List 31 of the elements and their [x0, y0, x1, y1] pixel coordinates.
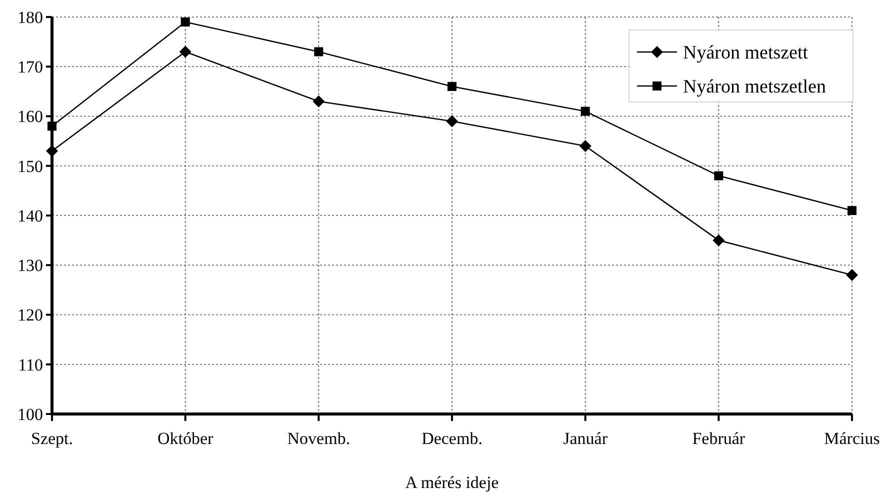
point — [180, 17, 190, 26]
legend-label: Nyáron metszetlen — [683, 76, 826, 98]
point — [579, 140, 592, 152]
point — [714, 171, 724, 180]
point — [846, 269, 858, 282]
point — [580, 106, 590, 116]
y-tick-label: 140 — [18, 206, 43, 226]
y-tick-label: 170 — [18, 58, 43, 77]
point — [312, 95, 325, 108]
x-tick-label: Novemb. — [287, 429, 350, 448]
x-tick-label: Október — [157, 429, 214, 448]
legend-label: Nyáron metszett — [683, 42, 809, 64]
x-tick-label: Március — [824, 429, 880, 448]
point — [448, 82, 456, 91]
y-tick-label: 100 — [18, 404, 43, 424]
x-tick-label: Január — [563, 429, 608, 448]
point — [179, 46, 192, 58]
y-tick-label: 180 — [18, 8, 43, 27]
y-tick-label: 110 — [18, 355, 43, 374]
y-tick-label: 150 — [18, 156, 43, 176]
point — [314, 47, 324, 56]
y-tick-label: 160 — [18, 107, 43, 126]
y-tick-label: 120 — [18, 306, 43, 325]
y-tick-label: 130 — [18, 256, 43, 276]
point — [848, 206, 856, 216]
x-tick-label: Szept. — [30, 429, 74, 448]
point — [446, 115, 458, 128]
x-tick-label: Február — [692, 429, 746, 448]
x-axis-title: A mérés ideje — [405, 473, 499, 492]
point — [712, 234, 725, 246]
x-tick-label: Decemb. — [422, 429, 482, 448]
